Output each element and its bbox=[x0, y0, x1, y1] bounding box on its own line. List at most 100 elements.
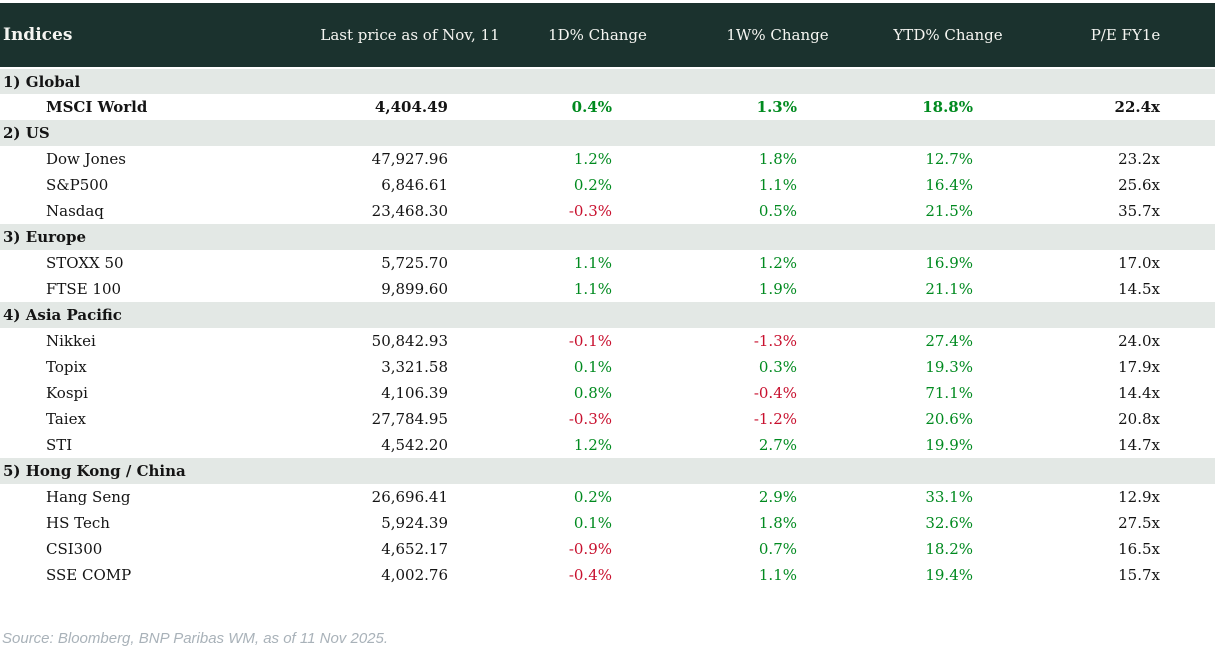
change-1d-cell: -0.3% bbox=[568, 410, 612, 428]
index-name-cell: Dow Jones bbox=[46, 150, 126, 168]
change-1d-cell: 0.4% bbox=[571, 98, 612, 116]
pe-ratio-cell: 17.9x bbox=[1118, 358, 1160, 376]
last-price-cell: 4,652.17 bbox=[381, 540, 448, 558]
table-row: Taiex 27,784.95 -0.3% -1.2% 20.6% 20.8x bbox=[0, 406, 1215, 432]
last-price-cell: 6,846.61 bbox=[381, 176, 448, 194]
change-1w-cell: 1.8% bbox=[758, 150, 797, 168]
indices-table: Indices Last price as of Nov, 11 1D% Cha… bbox=[0, 3, 1215, 588]
index-name-cell: FTSE 100 bbox=[46, 280, 122, 298]
pe-ratio-cell: 35.7x bbox=[1118, 202, 1160, 220]
change-ytd-cell: 33.1% bbox=[925, 488, 973, 506]
index-name-cell: STOXX 50 bbox=[46, 254, 124, 272]
change-ytd-cell: 18.8% bbox=[922, 98, 973, 116]
change-ytd-cell: 32.6% bbox=[925, 514, 973, 532]
change-ytd-cell: 16.4% bbox=[925, 176, 973, 194]
table-row: Dow Jones 47,927.96 1.2% 1.8% 12.7% 23.2x bbox=[0, 146, 1215, 172]
pe-ratio-cell: 14.7x bbox=[1118, 436, 1160, 454]
col-header-indices: Indices bbox=[0, 3, 320, 69]
change-1w-cell: 0.7% bbox=[758, 540, 797, 558]
last-price-cell: 4,404.49 bbox=[374, 98, 448, 116]
section-row: 3) Europe bbox=[0, 224, 1215, 250]
table-row: Nasdaq 23,468.30 -0.3% 0.5% 21.5% 35.7x bbox=[0, 198, 1215, 224]
last-price-cell: 47,927.96 bbox=[371, 150, 448, 168]
change-ytd-cell: 27.4% bbox=[925, 332, 973, 350]
section-row: 5) Hong Kong / China bbox=[0, 458, 1215, 484]
table-row: Kospi 4,106.39 0.8% -0.4% 71.1% 14.4x bbox=[0, 380, 1215, 406]
change-ytd-cell: 21.5% bbox=[925, 202, 973, 220]
pe-ratio-cell: 16.5x bbox=[1118, 540, 1160, 558]
section-label: 4) Asia Pacific bbox=[0, 302, 1215, 328]
change-1d-cell: 0.8% bbox=[573, 384, 612, 402]
section-row: 1) Global bbox=[0, 68, 1215, 94]
change-1d-cell: 1.2% bbox=[573, 436, 612, 454]
col-header-ytd-change: YTD% Change bbox=[860, 3, 1036, 69]
last-price-cell: 26,696.41 bbox=[371, 488, 448, 506]
source-note: Source: Bloomberg, BNP Paribas WM, as of… bbox=[2, 630, 389, 647]
section-label: 1) Global bbox=[0, 68, 1215, 94]
table-row: STOXX 50 5,725.70 1.1% 1.2% 16.9% 17.0x bbox=[0, 250, 1215, 276]
pe-ratio-cell: 14.5x bbox=[1118, 280, 1160, 298]
last-price-cell: 5,725.70 bbox=[381, 254, 448, 272]
pe-ratio-cell: 20.8x bbox=[1118, 410, 1160, 428]
change-ytd-cell: 21.1% bbox=[925, 280, 973, 298]
change-1w-cell: 1.3% bbox=[756, 98, 797, 116]
change-1w-cell: 2.9% bbox=[758, 488, 797, 506]
last-price-cell: 27,784.95 bbox=[371, 410, 448, 428]
last-price-cell: 4,542.20 bbox=[381, 436, 448, 454]
index-name-cell: STI bbox=[46, 436, 73, 454]
change-1d-cell: 0.2% bbox=[573, 176, 612, 194]
change-1w-cell: 1.1% bbox=[758, 176, 797, 194]
pe-ratio-cell: 25.6x bbox=[1118, 176, 1160, 194]
change-1w-cell: 0.3% bbox=[758, 358, 797, 376]
table-row: Nikkei 50,842.93 -0.1% -1.3% 27.4% 24.0x bbox=[0, 328, 1215, 354]
change-ytd-cell: 19.3% bbox=[925, 358, 973, 376]
section-label: 2) US bbox=[0, 120, 1215, 146]
change-1w-cell: 1.9% bbox=[758, 280, 797, 298]
change-1d-cell: -0.4% bbox=[568, 566, 612, 584]
last-price-cell: 4,002.76 bbox=[381, 566, 448, 584]
change-1d-cell: 0.1% bbox=[573, 514, 612, 532]
pe-ratio-cell: 24.0x bbox=[1118, 332, 1160, 350]
index-name-cell: HS Tech bbox=[46, 514, 110, 532]
pe-ratio-cell: 14.4x bbox=[1118, 384, 1160, 402]
change-ytd-cell: 19.9% bbox=[925, 436, 973, 454]
col-header-pe-fy1e: P/E FY1e bbox=[1036, 3, 1215, 69]
pe-ratio-cell: 23.2x bbox=[1118, 150, 1160, 168]
table-row: Topix 3,321.58 0.1% 0.3% 19.3% 17.9x bbox=[0, 354, 1215, 380]
last-price-cell: 3,321.58 bbox=[381, 358, 448, 376]
change-1d-cell: -0.9% bbox=[568, 540, 612, 558]
last-price-cell: 50,842.93 bbox=[371, 332, 448, 350]
table-row: HS Tech 5,924.39 0.1% 1.8% 32.6% 27.5x bbox=[0, 510, 1215, 536]
table-row: MSCI World 4,404.49 0.4% 1.3% 18.8% 22.4x bbox=[0, 94, 1215, 120]
indices-table-body: 1) Global MSCI World 4,404.49 0.4% 1.3% 18.8%… bbox=[0, 68, 1215, 588]
table-row: Hang Seng 26,696.41 0.2% 2.9% 33.1% 12.9x bbox=[0, 484, 1215, 510]
change-1w-cell: 1.8% bbox=[758, 514, 797, 532]
change-ytd-cell: 71.1% bbox=[925, 384, 973, 402]
change-ytd-cell: 12.7% bbox=[925, 150, 973, 168]
section-label: 3) Europe bbox=[0, 224, 1215, 250]
table-row: S&P500 6,846.61 0.2% 1.1% 16.4% 25.6x bbox=[0, 172, 1215, 198]
table-header: Indices Last price as of Nov, 11 1D% Cha… bbox=[0, 3, 1215, 69]
table-row: STI 4,542.20 1.2% 2.7% 19.9% 14.7x bbox=[0, 432, 1215, 458]
change-1w-cell: 0.5% bbox=[758, 202, 797, 220]
last-price-cell: 4,106.39 bbox=[381, 384, 448, 402]
change-1d-cell: 1.1% bbox=[573, 280, 612, 298]
change-1d-cell: -0.3% bbox=[568, 202, 612, 220]
table-row: CSI300 4,652.17 -0.9% 0.7% 18.2% 16.5x bbox=[0, 536, 1215, 562]
change-1d-cell: 1.2% bbox=[573, 150, 612, 168]
change-1w-cell: -1.3% bbox=[753, 332, 797, 350]
last-price-cell: 23,468.30 bbox=[371, 202, 448, 220]
section-label: 5) Hong Kong / China bbox=[0, 458, 1215, 484]
change-1w-cell: 2.7% bbox=[758, 436, 797, 454]
index-name-cell: Kospi bbox=[46, 384, 88, 402]
table-row: SSE COMP 4,002.76 -0.4% 1.1% 19.4% 15.7x bbox=[0, 562, 1215, 588]
change-1d-cell: 0.2% bbox=[573, 488, 612, 506]
change-ytd-cell: 18.2% bbox=[925, 540, 973, 558]
section-row: 2) US bbox=[0, 120, 1215, 146]
index-name-cell: Hang Seng bbox=[46, 488, 131, 506]
col-header-last-price: Last price as of Nov, 11 bbox=[320, 3, 500, 69]
change-1d-cell: 1.1% bbox=[573, 254, 612, 272]
change-1w-cell: -1.2% bbox=[753, 410, 797, 428]
index-name-cell: S&P500 bbox=[46, 176, 109, 194]
change-ytd-cell: 19.4% bbox=[925, 566, 973, 584]
